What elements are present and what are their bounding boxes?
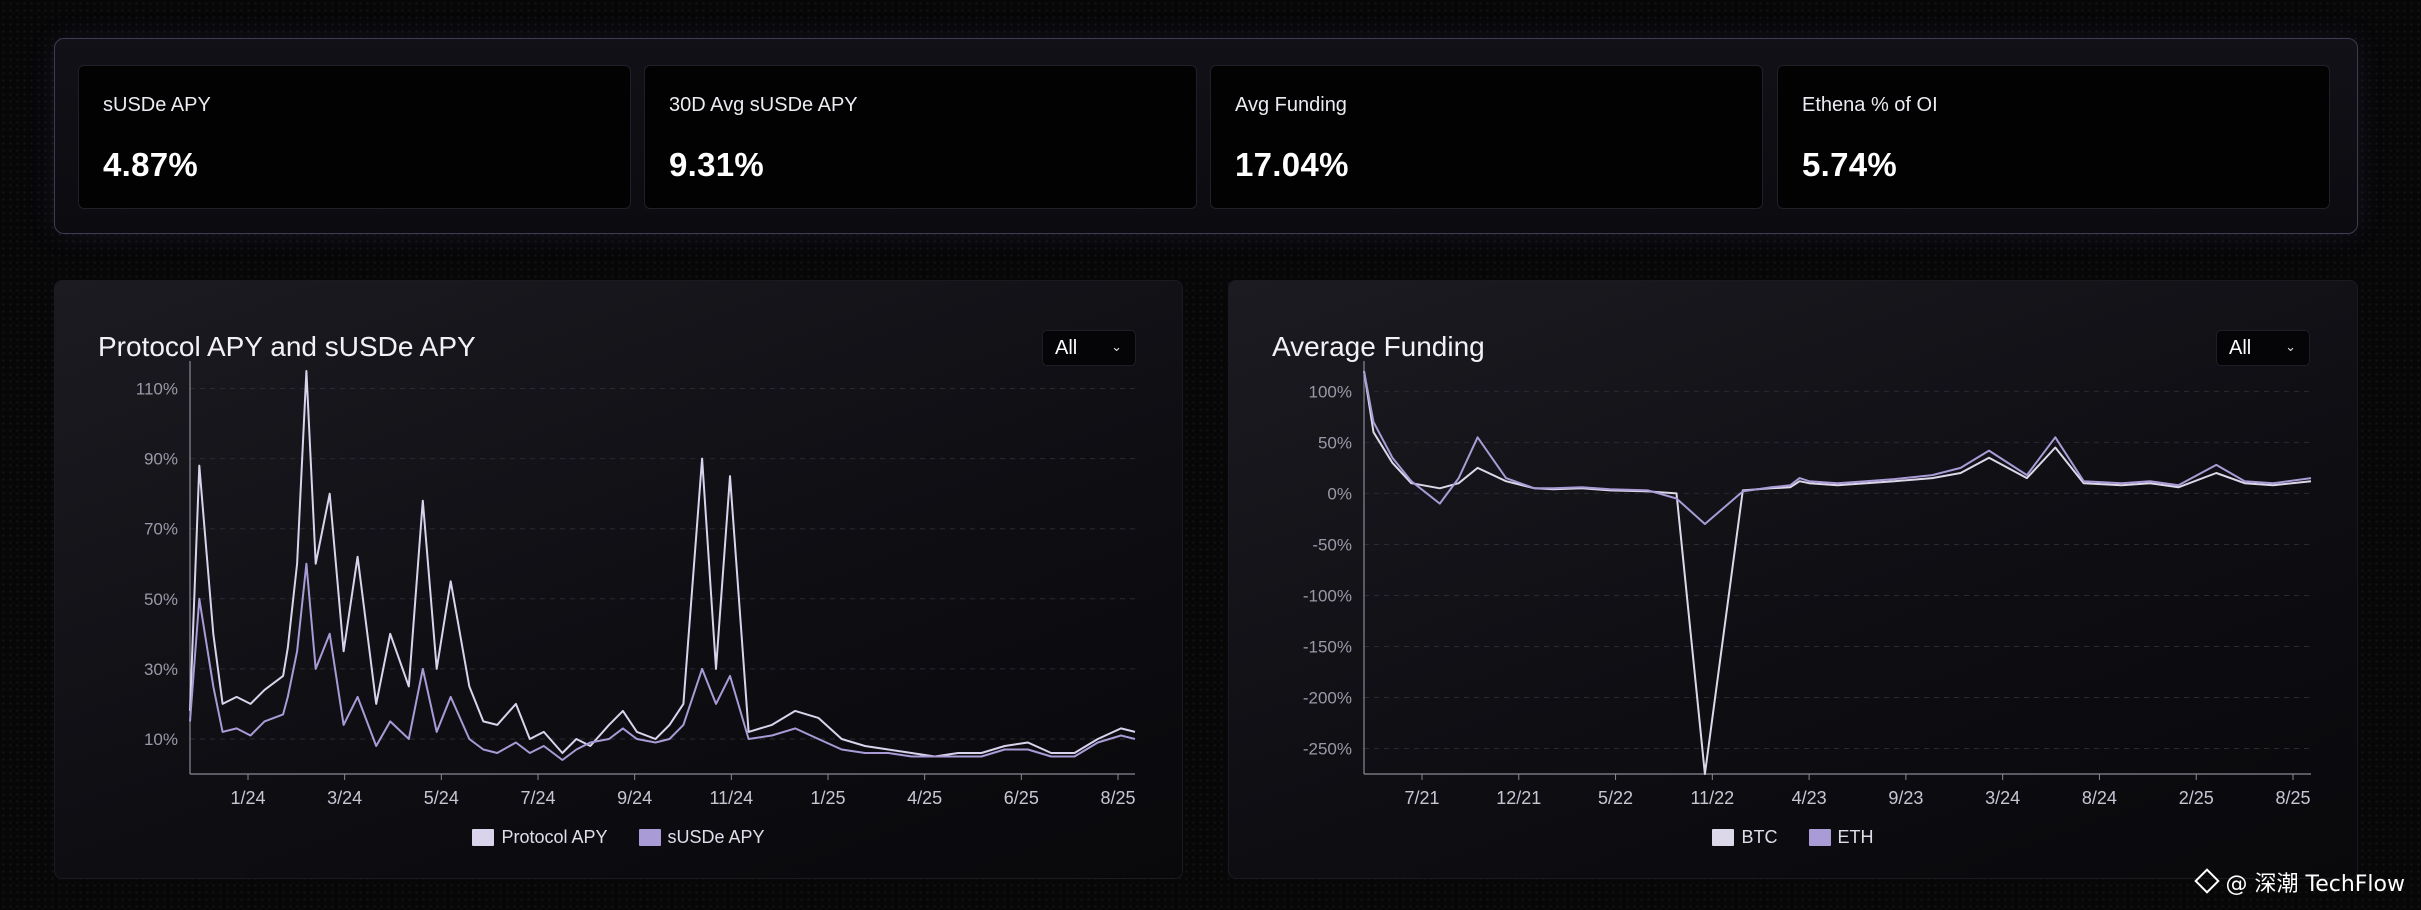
x-tick-label: 7/24 [520,788,555,808]
x-tick-label: 8/25 [1100,788,1135,808]
x-tick-label: 2/25 [2179,788,2214,808]
stat-card-avg-funding: Avg Funding 17.04% [1210,65,1763,209]
x-tick-label: 8/25 [2275,788,2310,808]
stat-card-ethena-oi: Ethena % of OI 5.74% [1777,65,2330,209]
stat-value: 5.74% [1802,146,1898,183]
apy-chart-panel: Protocol APY and sUSDe APY All ⌄ 10% 30% 5… [54,280,1183,879]
chevron-down-icon: ⌄ [2285,339,2296,354]
legend-label: ETH [1837,826,1874,847]
stat-value: 4.87% [103,146,199,183]
series-line-btc [1363,370,2312,775]
x-tick-label: 5/22 [1598,788,1633,808]
y-tick-label: -100% [1303,586,1352,605]
x-tick-label: 12/21 [1496,788,1541,808]
y-tick-label: -250% [1303,739,1352,758]
watermark: @ 深潮 TechFlow [2193,866,2405,898]
dropdown-value: All [1055,337,1078,359]
funding-range-dropdown[interactable]: All ⌄ [2216,330,2310,366]
y-tick-label: 50% [144,590,178,609]
series-line-eth [1363,370,2312,525]
stats-panel: sUSDe APY 4.87% 30D Avg sUSDe APY 9.31% … [54,38,2358,234]
dropdown-value: All [2229,337,2252,359]
y-tick-label: 50% [1318,433,1352,452]
x-tick-label: 7/21 [1404,788,1439,808]
apy-range-dropdown[interactable]: All ⌄ [1042,330,1136,366]
x-tick-label: 11/24 [709,788,753,808]
y-tick-label: -200% [1303,688,1352,707]
y-tick-label: -50% [1312,535,1352,554]
stat-label: sUSDe APY [103,94,211,116]
y-tick-label: 0% [1327,484,1352,503]
series-line-protocol-apy [189,370,1136,758]
legend-item-susde-apy[interactable]: sUSDe APY [638,826,765,848]
stat-value: 9.31% [669,146,765,183]
legend-item-protocol-apy[interactable]: Protocol APY [472,826,608,848]
y-tick-label: 90% [144,450,178,469]
legend-swatch [472,828,495,846]
x-tick-label: 9/23 [1888,788,1923,808]
apy-line-chart: 10% 30% 50% 70% 90% 110% 1/24 3/24 5/24 7/24 9/24 1… [136,361,1136,808]
x-tick-label: 5/24 [424,788,459,808]
x-tick-label: 4/23 [1792,788,1827,808]
x-tick-label: 1/24 [230,788,265,808]
stat-card-susde-apy: sUSDe APY 4.87% [78,65,631,209]
stat-label: Avg Funding [1235,94,1347,116]
y-tick-label: 10% [144,730,178,749]
chart-title: Protocol APY and sUSDe APY [98,331,476,362]
funding-legend: BTC ETH [1229,826,2357,848]
legend-swatch [638,828,661,846]
y-tick-label: 70% [144,520,178,539]
x-tick-label: 9/24 [617,788,652,808]
x-tick-label: 1/25 [810,788,845,808]
legend-label: BTC [1741,826,1778,847]
chart-title: Average Funding [1272,331,1485,362]
y-tick-label: 100% [1309,382,1352,401]
x-tick-label: 3/24 [327,788,362,808]
x-tick-label: 6/25 [1004,788,1039,808]
y-tick-label: -150% [1303,637,1352,656]
legend-item-btc[interactable]: BTC [1712,827,1777,848]
legend-label: Protocol APY [501,826,608,847]
legend-label: sUSDe APY [667,826,765,847]
stat-label: 30D Avg sUSDe APY [669,94,858,116]
y-tick-label: 30% [144,660,178,679]
logo-icon [2193,868,2220,894]
x-tick-label: 3/24 [1985,788,2020,808]
stat-card-30d-avg: 30D Avg sUSDe APY 9.31% [644,65,1197,209]
x-tick-label: 4/25 [907,788,942,808]
apy-legend: Protocol APY sUSDe APY [55,826,1182,848]
legend-swatch [1712,828,1735,846]
stat-label: Ethena % of OI [1802,94,1938,116]
x-tick-label: 8/24 [2082,788,2117,808]
funding-line-chart: 100% 50% 0% -50% -100% -150% -200% -250% 7/21 12/… [1303,361,2312,808]
legend-swatch [1808,828,1831,846]
x-tick-label: 11/22 [1690,788,1734,808]
watermark-text: @ 深潮 TechFlow [2225,872,2405,897]
series-line-susde-apy [189,562,1136,761]
funding-chart-panel: Average Funding All ⌄ 100% 50% 0% -50% -100%… [1228,280,2358,879]
legend-item-eth[interactable]: ETH [1808,826,1874,848]
stat-value: 17.04% [1235,146,1349,183]
y-tick-label: 110% [136,380,178,399]
chevron-down-icon: ⌄ [1111,339,1122,354]
